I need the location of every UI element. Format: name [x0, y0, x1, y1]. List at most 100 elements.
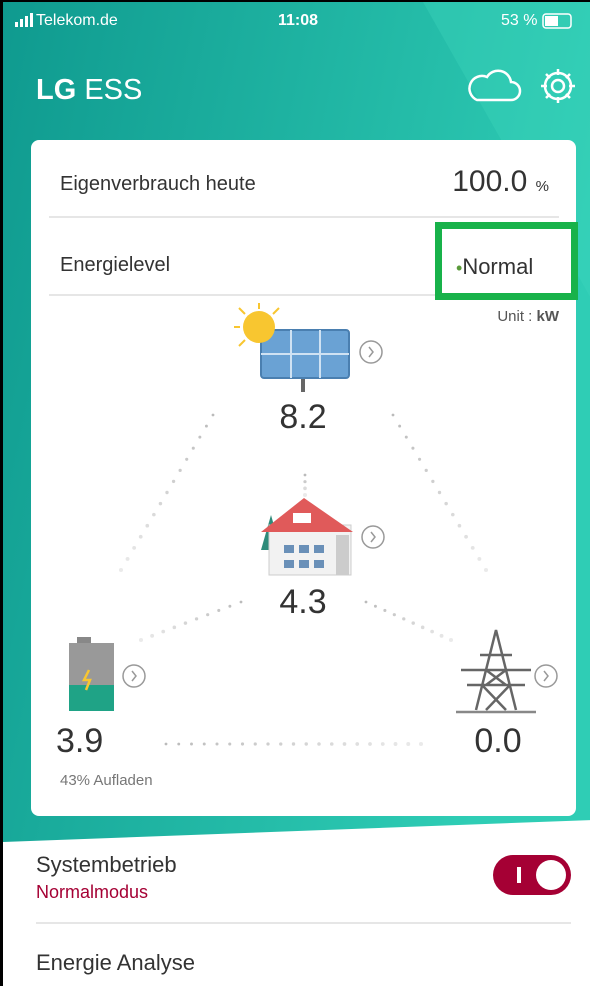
- flow-dot: [178, 468, 182, 472]
- flow-dot: [119, 568, 123, 572]
- product: ESS: [84, 74, 143, 106]
- flow-dot: [392, 613, 396, 617]
- flow-dot: [215, 742, 219, 746]
- energy-card: Eigenverbrauch heute 100.0 % Energieleve…: [31, 140, 578, 816]
- energy-level: •Normal: [456, 254, 534, 279]
- energy-level-label: Energielevel: [60, 254, 171, 276]
- flow-dot: [368, 742, 372, 746]
- flow-dot: [430, 629, 434, 634]
- app-title: LG ESS: [36, 74, 142, 107]
- flow-dot: [291, 742, 296, 746]
- flow-dot: [240, 742, 245, 746]
- self-consumption-value: 100.0: [452, 165, 528, 198]
- flow-dot: [393, 742, 398, 746]
- flow-dot: [451, 512, 455, 517]
- self-consumption: 100.0 %: [452, 165, 549, 199]
- flow-dot: [406, 742, 411, 746]
- flow-dot: [177, 742, 181, 746]
- battery-detail[interactable]: [122, 664, 146, 688]
- flow-dot: [411, 621, 415, 625]
- flow-dot: [165, 490, 169, 495]
- flow-dot: [253, 742, 257, 746]
- battery-level: 53 %: [501, 12, 538, 29]
- flow-dot: [206, 613, 210, 617]
- home-icon[interactable]: [261, 498, 353, 576]
- flow-dot: [464, 534, 468, 539]
- flow-dot: [161, 629, 166, 634]
- self-consumption-label: Eigenverbrauch heute: [60, 173, 256, 195]
- system-mode: Normalmodus: [36, 882, 149, 902]
- flow-dot: [304, 742, 308, 746]
- flow-dot: [444, 501, 448, 506]
- flow-dot: [145, 523, 150, 528]
- grid-value: 0.0: [474, 722, 522, 760]
- unit: Unit : kW: [497, 308, 559, 325]
- battery-value: 3.9: [56, 722, 104, 760]
- flow-dot: [202, 742, 206, 746]
- flow-dot: [303, 473, 307, 477]
- flow-dot: [190, 742, 193, 746]
- solar-detail[interactable]: [359, 340, 383, 364]
- flow-dot: [342, 742, 347, 746]
- flow-dot: [419, 742, 423, 746]
- solar-icon[interactable]: [234, 303, 350, 392]
- flow-dot: [420, 625, 425, 630]
- settings-icon[interactable]: [541, 69, 575, 103]
- flow-dot: [132, 545, 137, 550]
- flow-dot: [355, 742, 360, 746]
- flow-dot: [228, 742, 232, 746]
- flow-dot: [477, 556, 482, 561]
- flow-dot: [211, 413, 215, 417]
- flow-dot: [303, 480, 307, 484]
- flow-dot: [194, 617, 199, 621]
- flow-dot: [191, 446, 195, 450]
- flow-dot: [139, 638, 143, 642]
- flow-dot: [125, 556, 130, 561]
- flow-dot: [383, 608, 387, 612]
- flow-dot: [329, 742, 334, 746]
- flow-dot: [150, 633, 155, 638]
- home-value: 4.3: [279, 583, 327, 621]
- solar-value: 8.2: [279, 398, 327, 436]
- flow-dot: [418, 457, 422, 461]
- grid-detail[interactable]: [534, 664, 558, 688]
- system-label[interactable]: Systembetrieb: [36, 852, 177, 877]
- flow-dot: [303, 486, 307, 491]
- flow-dot: [449, 638, 453, 642]
- flow-dot: [183, 621, 188, 625]
- flow-dot: [364, 600, 368, 604]
- flow-dot: [158, 501, 163, 506]
- brand: LG: [36, 74, 77, 106]
- carrier: Telekom.de: [36, 12, 118, 29]
- flow-dot: [484, 568, 488, 572]
- flow-dot: [303, 493, 307, 497]
- flow-dot: [398, 424, 402, 428]
- flow-dot: [171, 479, 176, 484]
- flow-dot: [217, 608, 221, 612]
- home-detail[interactable]: [361, 525, 385, 549]
- flow-dot: [317, 742, 321, 746]
- grid-icon[interactable]: [456, 629, 536, 714]
- battery-status: 43% Aufladen: [60, 772, 153, 789]
- flow-dot: [279, 742, 283, 746]
- cloud-icon[interactable]: [468, 69, 522, 102]
- energy-analysis[interactable]: Energie Analyse: [36, 950, 195, 975]
- flow-dot: [437, 490, 442, 495]
- flow-dot: [439, 633, 444, 638]
- unit-value: kW: [536, 308, 560, 325]
- flow-dot: [204, 424, 208, 428]
- flow-dot: [373, 604, 377, 608]
- battery-icon[interactable]: [69, 637, 114, 711]
- flow-dot: [239, 600, 243, 604]
- flow-dot: [411, 446, 415, 450]
- flow-dot: [164, 742, 168, 746]
- flow-diagram: [49, 216, 559, 746]
- flow-dot: [138, 534, 143, 539]
- energy-level-value: Normal: [462, 254, 534, 279]
- highlight-box: [435, 222, 578, 300]
- flow-dot: [228, 604, 232, 608]
- flow-dot: [391, 413, 395, 417]
- flow-dot: [402, 617, 406, 621]
- flow-dot: [152, 512, 156, 517]
